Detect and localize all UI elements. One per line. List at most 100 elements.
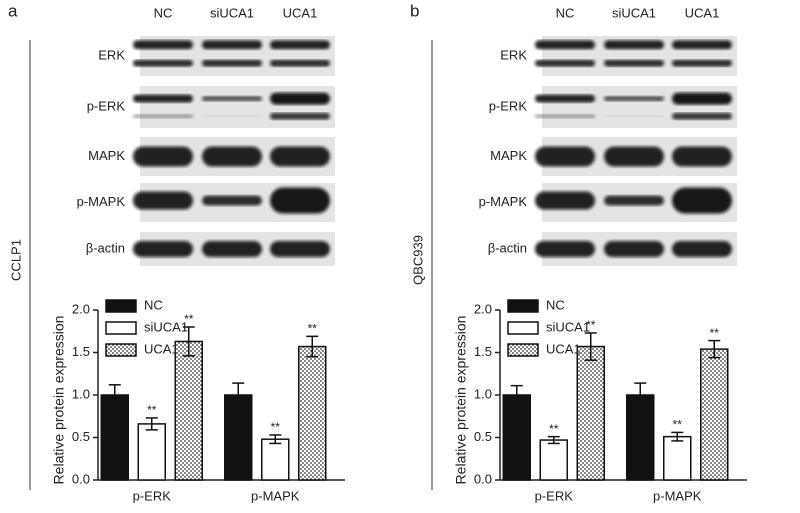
error-bar bbox=[232, 382, 245, 408]
lane-label: NC bbox=[154, 5, 173, 20]
legend-swatch bbox=[105, 343, 137, 357]
error-bar bbox=[547, 435, 560, 445]
blot-band bbox=[535, 94, 595, 103]
bar bbox=[100, 394, 129, 481]
y-tick-label: 0.0 bbox=[72, 471, 90, 486]
blot-band bbox=[535, 59, 595, 67]
legend-label: NC bbox=[144, 297, 163, 312]
bar bbox=[137, 423, 166, 481]
significance-label: ** bbox=[308, 322, 318, 336]
significance-label: ** bbox=[184, 312, 194, 326]
blot-band bbox=[672, 112, 732, 120]
bar bbox=[298, 345, 327, 481]
legend-label: UCA1 bbox=[144, 341, 179, 356]
significance-label: ** bbox=[549, 422, 559, 436]
blot-band bbox=[672, 187, 732, 214]
blot-band bbox=[535, 191, 595, 210]
blot-band bbox=[604, 115, 664, 118]
x-tick-label: p-MAPK bbox=[653, 488, 702, 503]
blot-band bbox=[133, 114, 193, 119]
blot-label: β-actin bbox=[488, 240, 527, 255]
blot-label: MAPK bbox=[490, 148, 527, 163]
bar bbox=[502, 394, 531, 481]
blot-label: MAPK bbox=[88, 148, 125, 163]
error-bar bbox=[145, 417, 158, 431]
error-bar bbox=[182, 326, 195, 357]
blot-band bbox=[604, 195, 664, 206]
blot-band bbox=[133, 146, 193, 167]
legend-label: NC bbox=[546, 297, 565, 312]
significance-label: ** bbox=[586, 318, 596, 332]
bar bbox=[700, 348, 729, 481]
blot-band bbox=[672, 146, 732, 167]
significance-label: ** bbox=[673, 418, 683, 432]
error-bar bbox=[108, 384, 121, 406]
blot-band bbox=[202, 241, 262, 257]
y-axis-label: Relative protein expression bbox=[453, 316, 469, 485]
y-tick-label: 0.5 bbox=[474, 429, 492, 444]
x-tick-label: p-MAPK bbox=[251, 488, 300, 503]
lane-label: siUCA1 bbox=[612, 5, 656, 20]
cell-line-label: QBC939 bbox=[410, 235, 425, 285]
blot-band bbox=[133, 59, 193, 67]
error-bar bbox=[708, 339, 721, 359]
blot-label: ERK bbox=[500, 47, 527, 62]
x-tick-label: p-ERK bbox=[133, 488, 172, 503]
panel-label: a bbox=[8, 1, 18, 20]
legend-swatch bbox=[105, 321, 137, 335]
error-bar bbox=[269, 434, 282, 445]
y-tick-label: 2.0 bbox=[72, 301, 90, 316]
blot-label: p-ERK bbox=[87, 98, 126, 113]
blot-band bbox=[202, 40, 262, 50]
blot-band bbox=[270, 146, 330, 167]
lane-label: UCA1 bbox=[685, 5, 720, 20]
legend-swatch bbox=[507, 343, 539, 357]
blot-label: p-MAPK bbox=[77, 194, 126, 209]
x-tick-label: p-ERK bbox=[535, 488, 574, 503]
blot-band bbox=[535, 146, 595, 167]
bar bbox=[576, 345, 605, 481]
legend-swatch bbox=[105, 299, 137, 313]
cell-line-label: CCLP1 bbox=[8, 239, 23, 281]
significance-label: ** bbox=[271, 420, 281, 434]
blot-background bbox=[140, 86, 335, 128]
blot-label: β-actin bbox=[86, 240, 125, 255]
blot-band bbox=[270, 187, 330, 214]
legend-swatch bbox=[507, 321, 539, 335]
legend-label: siUCA1 bbox=[546, 319, 590, 334]
legend-label: siUCA1 bbox=[144, 319, 188, 334]
error-bar bbox=[634, 382, 647, 408]
bar bbox=[224, 394, 253, 481]
bar bbox=[539, 439, 568, 481]
blot-band bbox=[270, 40, 330, 50]
error-bar bbox=[671, 431, 684, 442]
y-tick-label: 0.0 bbox=[474, 471, 492, 486]
blot-band bbox=[270, 241, 330, 257]
blot-band bbox=[535, 241, 595, 257]
blot-label: p-MAPK bbox=[479, 194, 528, 209]
blot-band bbox=[270, 59, 330, 67]
blot-label: ERK bbox=[98, 47, 125, 62]
y-tick-label: 1.0 bbox=[474, 386, 492, 401]
y-tick-label: 1.5 bbox=[474, 344, 492, 359]
blot-band bbox=[672, 92, 732, 105]
blot-band bbox=[202, 96, 262, 102]
blot-band bbox=[133, 241, 193, 257]
lane-label: UCA1 bbox=[283, 5, 318, 20]
blot-band bbox=[604, 241, 664, 257]
blot-band bbox=[133, 191, 193, 210]
blot-band bbox=[202, 59, 262, 67]
blot-band bbox=[202, 115, 262, 118]
significance-label: ** bbox=[147, 403, 157, 417]
bar bbox=[174, 340, 203, 481]
legend-swatch bbox=[507, 299, 539, 313]
bar bbox=[626, 394, 655, 481]
y-tick-label: 1.0 bbox=[72, 386, 90, 401]
blot-band bbox=[133, 40, 193, 50]
error-bar bbox=[510, 384, 523, 406]
y-tick-label: 1.5 bbox=[72, 344, 90, 359]
y-axis-label: Relative protein expression bbox=[51, 316, 67, 485]
lane-label: siUCA1 bbox=[210, 5, 254, 20]
y-tick-label: 0.5 bbox=[72, 429, 90, 444]
